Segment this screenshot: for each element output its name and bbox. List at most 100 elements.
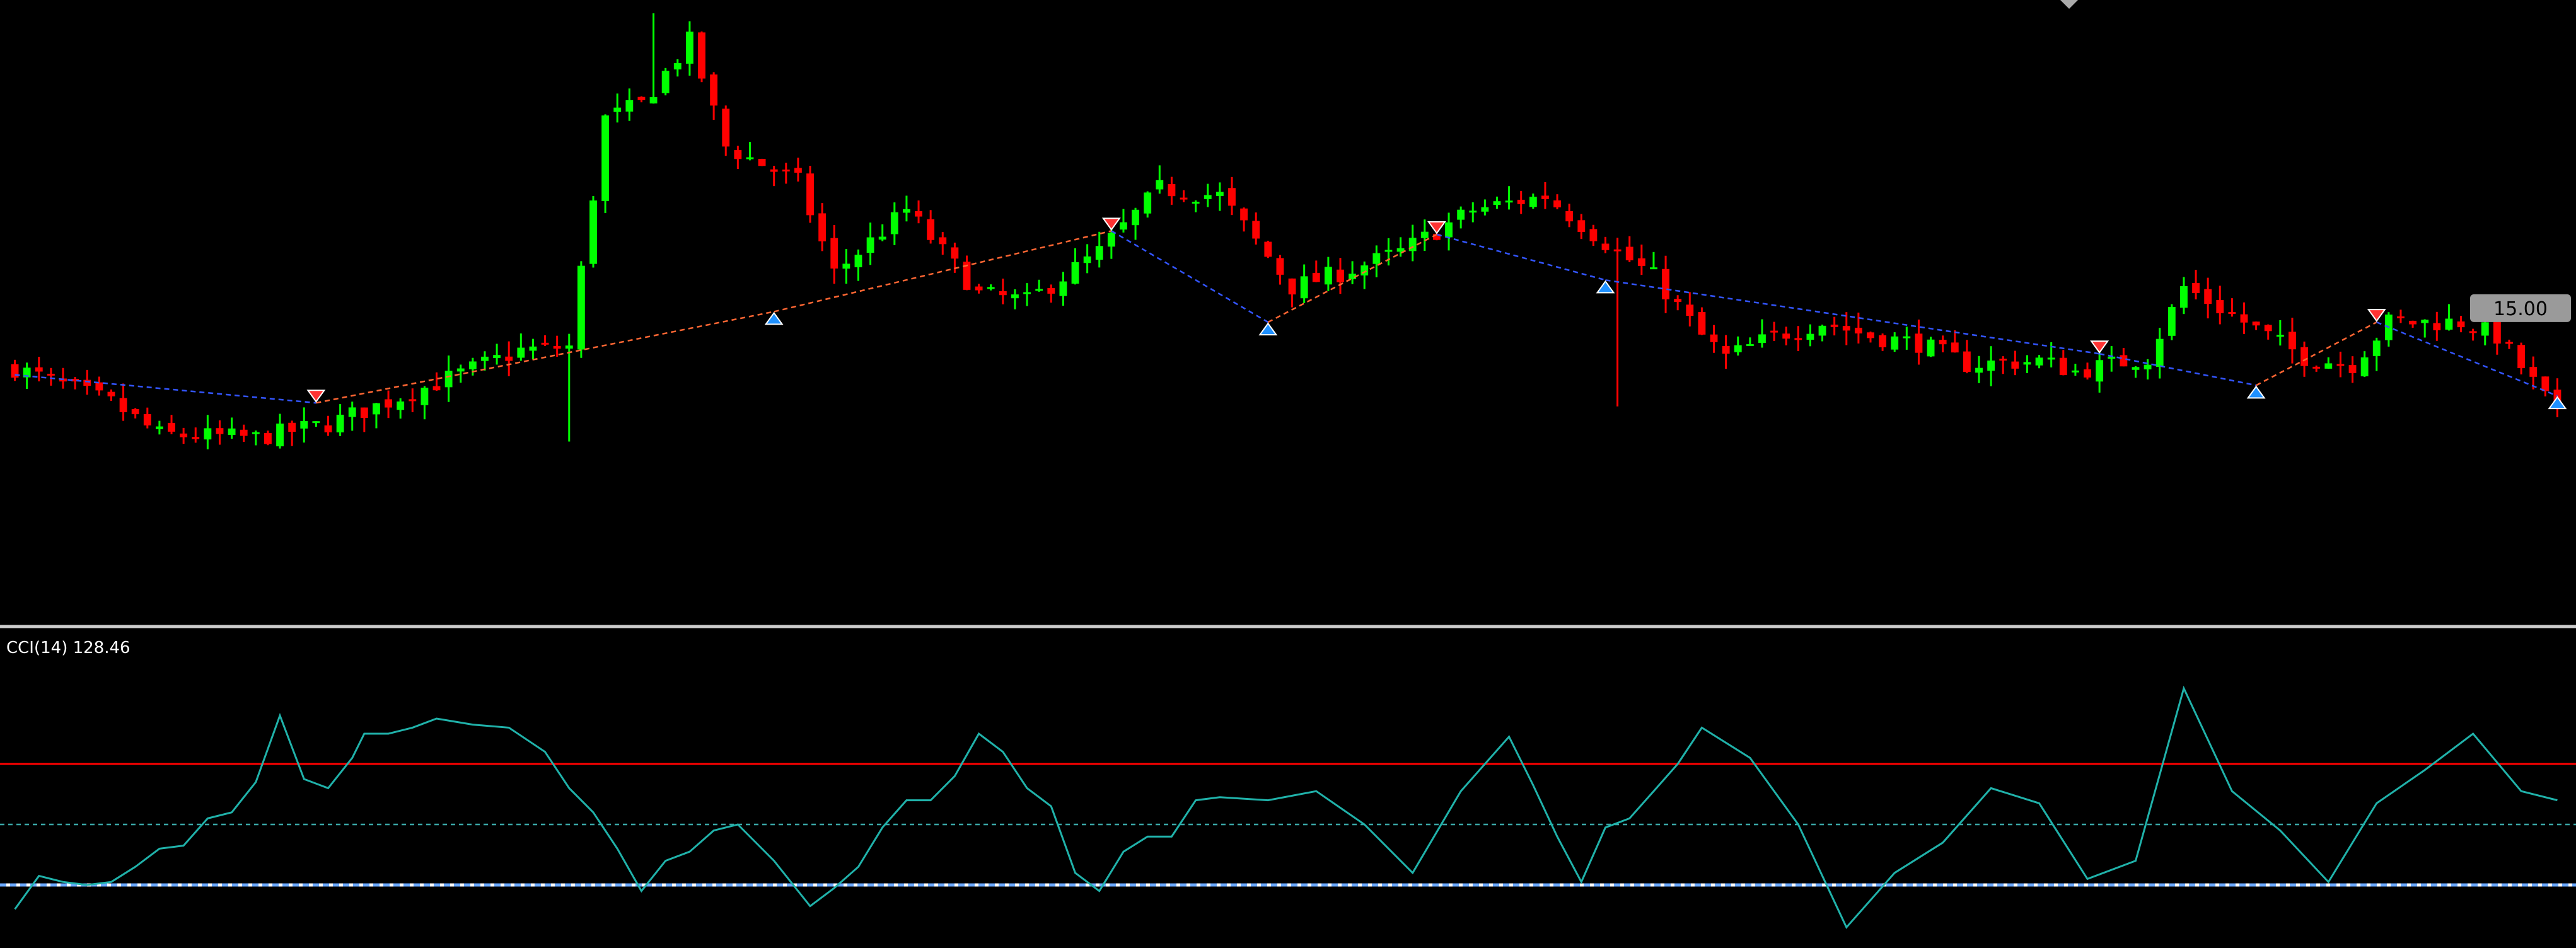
- candle-body: [1903, 336, 1911, 338]
- candle-body: [2155, 338, 2164, 367]
- zigzag-group: [15, 217, 2567, 410]
- candle-body: [481, 356, 489, 361]
- candle-body: [2084, 369, 2091, 378]
- candle-body: [1337, 269, 1344, 282]
- candle-body: [1324, 267, 1332, 285]
- candle-body: [1734, 345, 1742, 352]
- zigzag-segment: [2376, 321, 2558, 397]
- candle-body: [746, 157, 754, 159]
- candle-body: [1625, 246, 1633, 261]
- candle-body: [2276, 335, 2284, 337]
- candle-body: [1445, 222, 1453, 238]
- candle-body: [23, 367, 31, 378]
- candle-body: [2348, 365, 2357, 373]
- candle-body: [553, 345, 561, 349]
- candle-body: [1432, 234, 1441, 240]
- candle-body: [1349, 274, 1357, 279]
- buy-arrow-icon: [2246, 385, 2266, 399]
- candle-body: [1071, 262, 1079, 284]
- candle-body: [866, 237, 874, 253]
- candle-body: [1083, 256, 1091, 263]
- candle-body: [685, 32, 693, 64]
- cci-label: CCI(14) 128.46: [6, 639, 131, 657]
- candle-body: [2216, 299, 2224, 314]
- candle-body: [975, 286, 983, 291]
- candle-body: [637, 96, 646, 100]
- candle-body: [107, 391, 115, 396]
- candle-body: [939, 237, 947, 245]
- candle-body: [1794, 338, 1802, 340]
- candle-body: [915, 211, 922, 217]
- candle-body: [963, 262, 971, 290]
- price-tag-box: [2470, 294, 2571, 322]
- candle-body: [252, 432, 260, 434]
- candle-body: [1505, 200, 1513, 203]
- candle-body: [1469, 211, 1477, 213]
- candle-body: [794, 168, 802, 173]
- candle-body: [661, 71, 670, 93]
- candle-body: [2445, 318, 2453, 330]
- zigzag-segment: [316, 311, 774, 404]
- candle-body: [2421, 320, 2429, 323]
- candle-body: [1806, 333, 1814, 340]
- candle-body: [1288, 278, 1296, 295]
- candle-body: [1493, 201, 1501, 205]
- candle-body: [1541, 195, 1549, 199]
- candle-body: [1613, 249, 1622, 251]
- candle-body: [168, 422, 175, 432]
- candle-body: [1059, 281, 1067, 296]
- candle-body: [1372, 253, 1381, 264]
- candle-body: [1408, 238, 1417, 251]
- candle-body: [2167, 306, 2176, 336]
- candle-body: [2228, 312, 2236, 315]
- candle-body: [493, 355, 501, 359]
- candle-body: [1361, 265, 1369, 276]
- candle-body: [1011, 294, 1019, 299]
- candle-body: [698, 32, 705, 79]
- candle-body: [1107, 233, 1115, 247]
- candle-body: [2541, 376, 2550, 391]
- candle-body: [999, 291, 1007, 296]
- candle-body: [228, 428, 236, 435]
- candle-body: [770, 169, 778, 172]
- candle-body: [2264, 325, 2272, 332]
- candle-body: [2144, 364, 2152, 370]
- candle-body: [1927, 339, 1935, 357]
- candle-body: [2505, 342, 2513, 344]
- candle-body: [830, 238, 838, 269]
- sell-arrow-icon: [1427, 221, 1446, 234]
- candle-body: [1047, 287, 1055, 294]
- candle-body: [2481, 322, 2489, 336]
- candle-body: [192, 437, 200, 439]
- candle-body: [276, 423, 284, 447]
- candle-body: [373, 403, 380, 415]
- candle-body: [1891, 336, 1899, 350]
- candle-body: [1312, 272, 1320, 282]
- candle-body: [818, 213, 827, 241]
- candle-body: [601, 115, 610, 202]
- candle-body: [565, 345, 573, 349]
- candle-body: [1228, 188, 1236, 206]
- candle-body: [1168, 184, 1176, 197]
- candle-body: [1577, 220, 1586, 232]
- candle-body: [1686, 304, 1694, 316]
- candle-body: [1879, 335, 1887, 347]
- candle-body: [1674, 299, 1682, 303]
- candle-body: [2240, 314, 2248, 323]
- candle-body: [842, 263, 850, 269]
- candle-body: [854, 255, 862, 268]
- candle-body: [1830, 325, 1838, 327]
- candle-body: [734, 150, 742, 159]
- zigzag-segment: [2099, 353, 2256, 386]
- candle-body: [1975, 367, 1983, 373]
- candle-body: [2336, 364, 2345, 366]
- zigzag-segment: [774, 230, 1112, 313]
- candle-body: [204, 428, 212, 440]
- candle-body: [1276, 258, 1284, 275]
- candle-body: [288, 422, 296, 432]
- candle-body: [409, 399, 417, 402]
- candle-body: [1722, 345, 1730, 354]
- candle-body: [1867, 332, 1874, 338]
- candle-body: [300, 421, 308, 429]
